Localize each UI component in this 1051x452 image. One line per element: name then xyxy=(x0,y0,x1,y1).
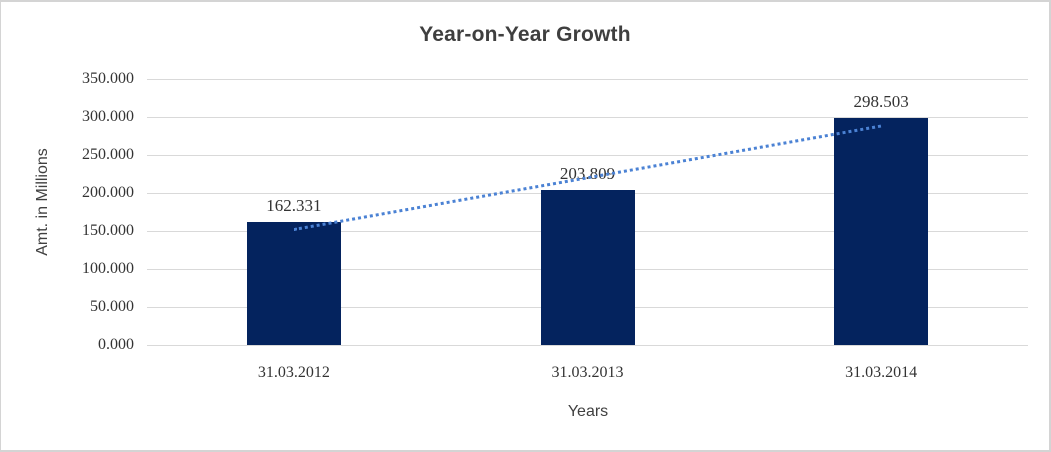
y-tick-label: 250.000 xyxy=(82,146,134,163)
bar-value-label: 203.809 xyxy=(559,164,616,184)
x-axis-title: Years xyxy=(567,403,609,420)
gridline xyxy=(147,116,1028,118)
chart-title: Year-on-Year Growth xyxy=(419,23,631,46)
gridline xyxy=(147,78,1028,80)
gridline xyxy=(147,154,1028,156)
bar xyxy=(540,190,635,345)
y-tick-label: 100.000 xyxy=(82,260,134,277)
y-tick-label: 300.000 xyxy=(82,108,134,125)
gridline xyxy=(147,344,1028,346)
x-tick-label: 31.03.2014 xyxy=(845,364,918,381)
bar-value-label: 162.331 xyxy=(266,195,322,215)
y-tick-label: 200.000 xyxy=(82,184,134,201)
y-tick-label: 350.000 xyxy=(82,70,134,87)
y-tick-label: 0.000 xyxy=(98,336,134,353)
bar-value-label: 298.503 xyxy=(853,92,909,112)
y-tick-label: 150.000 xyxy=(82,222,134,239)
bar xyxy=(834,118,929,345)
x-tick-label: 31.03.2013 xyxy=(551,364,624,381)
x-tick-label: 31.03.2012 xyxy=(257,364,330,381)
y-tick-label: 50.000 xyxy=(90,298,134,315)
bar xyxy=(246,221,341,345)
